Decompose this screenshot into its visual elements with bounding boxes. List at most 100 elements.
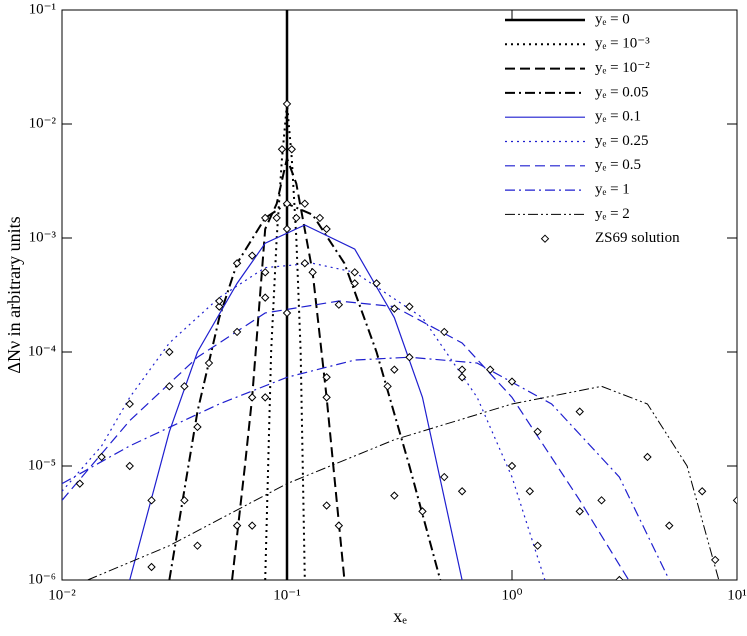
data-point [292,213,301,223]
data-point [732,496,737,505]
data-point [533,427,542,436]
data-point [247,521,257,530]
data-line [62,262,546,580]
data-point [697,487,707,496]
data-point [405,302,414,311]
data-point [260,393,270,402]
data-point [440,327,449,337]
data-point [287,145,296,154]
x-axis-label: xₑ [393,606,407,626]
data-point [457,373,467,382]
data-point [193,422,202,432]
data-point [418,507,427,516]
data-line [87,385,720,580]
data-point [372,279,381,288]
data-point [247,251,257,260]
data-point [597,496,606,505]
data-point [193,541,202,550]
data-point [533,541,542,550]
data-point [334,521,344,530]
y-tick-label: 10⁻⁵ [28,457,56,473]
data-point [710,555,720,565]
data-point [350,279,359,288]
data-point [322,393,331,402]
data-point [322,224,331,234]
data-point [643,452,652,462]
data-point [322,373,331,382]
data-point [147,496,156,505]
legend-label: yₑ = 10⁻³ [595,36,650,52]
data-point [180,382,189,391]
y-tick-label: 10⁻⁶ [28,571,56,587]
data-point [282,308,292,318]
data-point [507,461,517,471]
data-point [75,479,85,488]
legend-label: yₑ = 10⁻² [595,60,650,76]
legend-label: yₑ = 0.05 [595,84,649,100]
data-point [204,358,214,368]
x-tick-label: 10⁻¹ [273,587,300,603]
data-point [282,99,292,109]
data-point [300,259,310,268]
data-point [665,521,674,530]
legend-label: ZS69 solution [595,230,680,246]
data-point [440,472,449,482]
data-point [390,491,399,500]
data-point [215,302,224,311]
data-point [390,365,399,374]
data-line [62,356,670,580]
y-tick-label: 10⁻³ [29,229,57,245]
data-line [62,300,630,580]
legend-label: yₑ = 0.5 [595,157,641,173]
data-point [615,575,624,580]
x-tick-label: 10⁰ [501,587,522,603]
data-point [457,365,467,374]
data-line [129,224,463,580]
data-line [264,103,306,580]
data-point [322,501,331,510]
data-point [272,213,281,223]
legend-marker [540,234,550,243]
y-tick-label: 10⁻² [29,115,57,131]
y-tick-label: 10⁻⁴ [28,343,56,359]
data-point [180,496,189,505]
data-point [308,268,317,277]
legend-label: yₑ = 0 [595,11,630,27]
data-point [390,304,399,313]
plot-area [62,10,737,580]
data-point [575,407,584,416]
data-point [383,382,392,391]
data-point [334,300,344,309]
data-point [260,293,270,302]
data-point [232,259,242,268]
data-point [97,452,106,462]
data-point [260,268,270,277]
data-point [232,521,242,530]
data-point [165,382,174,391]
data-point [125,399,134,409]
data-point [147,562,156,572]
data-point [232,327,242,337]
data-point [350,268,359,277]
data-point [165,347,174,357]
data-point [405,353,414,362]
data-point [575,507,584,516]
data-point [282,199,292,208]
data-point [125,461,134,471]
y-axis-label: ΔNν in arbitrary units [4,216,24,373]
data-point [525,487,535,496]
data-point [300,199,310,208]
plot-frame [61,9,738,581]
data-point [457,487,467,496]
data-point [282,224,292,234]
legend-label: yₑ = 1 [595,182,630,198]
data-point [315,213,325,223]
data-line [231,154,346,580]
legend-label: yₑ = 0.1 [595,109,641,125]
x-tick-label: 10¹ [727,587,747,603]
data-point [260,213,270,223]
x-tick-label: 10⁻² [48,587,76,603]
data-point [277,145,287,154]
